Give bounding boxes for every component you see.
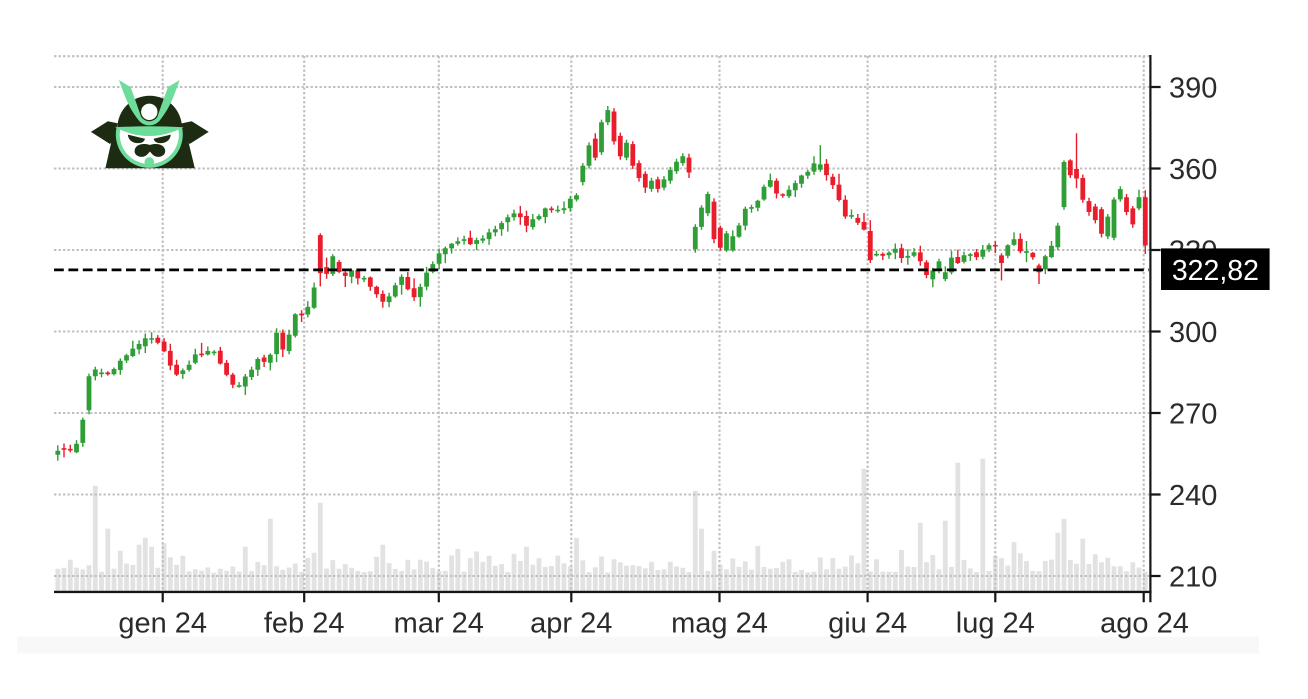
svg-text:270: 270 (1169, 398, 1217, 430)
svg-text:300: 300 (1169, 317, 1217, 349)
svg-text:feb 24: feb 24 (264, 608, 345, 640)
svg-text:210: 210 (1169, 561, 1217, 593)
svg-text:360: 360 (1169, 154, 1217, 186)
svg-text:lug 24: lug 24 (956, 608, 1035, 640)
svg-text:390: 390 (1169, 72, 1217, 104)
svg-text:mag 24: mag 24 (671, 608, 768, 640)
svg-text:giu 24: giu 24 (828, 608, 907, 640)
svg-text:apr 24: apr 24 (530, 608, 612, 640)
svg-text:mar 24: mar 24 (394, 608, 484, 640)
svg-text:ago 24: ago 24 (1100, 608, 1189, 640)
svg-text:gen 24: gen 24 (118, 608, 207, 640)
svg-text:240: 240 (1169, 480, 1217, 512)
svg-text:322,82: 322,82 (1172, 255, 1259, 287)
